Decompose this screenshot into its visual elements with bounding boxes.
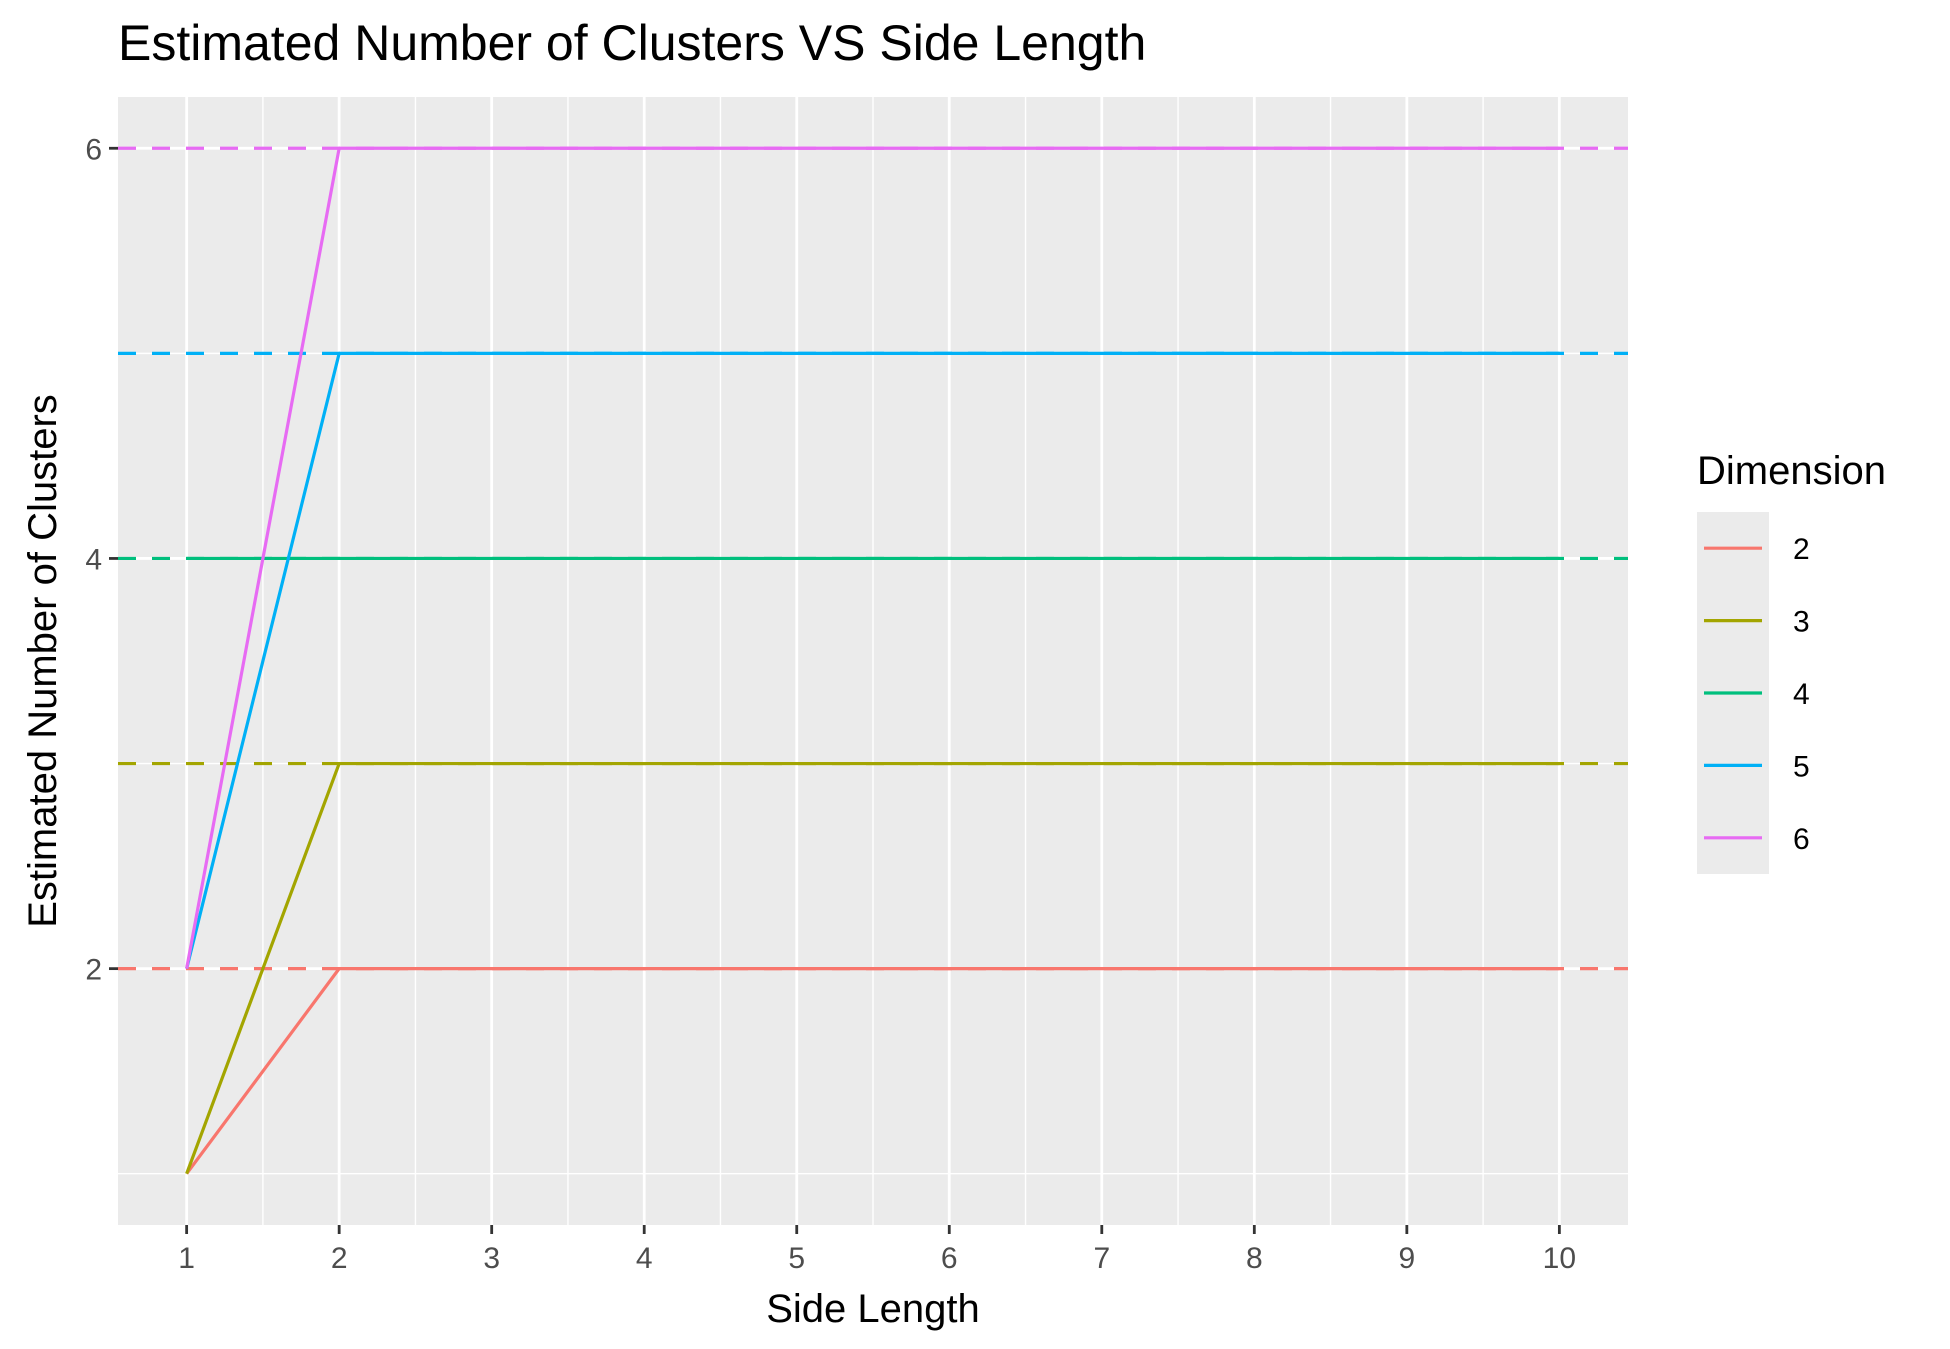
legend-items: 2 3 4 5 6 bbox=[1704, 533, 1810, 856]
x-tick-label: 4 bbox=[636, 1242, 653, 1275]
x-tick-label: 7 bbox=[1093, 1242, 1110, 1275]
y-tick-label: 4 bbox=[85, 543, 102, 576]
y-tick-label: 2 bbox=[85, 954, 102, 987]
x-tick-label: 1 bbox=[178, 1242, 195, 1275]
legend-label-dimension-2: 2 bbox=[1793, 533, 1810, 566]
series-lines bbox=[185, 146, 1560, 1175]
legend-label-dimension-5: 5 bbox=[1793, 750, 1810, 783]
x-tick-label: 5 bbox=[788, 1242, 805, 1275]
legend-label-dimension-6: 6 bbox=[1793, 823, 1810, 856]
x-tick-label: 9 bbox=[1398, 1242, 1415, 1275]
legend: Dimension 2 3 4 5 6 bbox=[1697, 449, 1886, 874]
legend-label-dimension-3: 3 bbox=[1793, 606, 1810, 639]
x-axis-title: Side Length bbox=[766, 1287, 980, 1331]
y-tick-label: 6 bbox=[85, 133, 102, 166]
y-axis-ticks: 2 4 6 bbox=[85, 133, 118, 987]
series-line-dimension-2 bbox=[185, 967, 1560, 1175]
legend-title: Dimension bbox=[1697, 449, 1886, 493]
x-tick-label: 6 bbox=[941, 1242, 958, 1275]
series-line-dimension-5 bbox=[185, 351, 1560, 970]
x-tick-label: 3 bbox=[483, 1242, 500, 1275]
x-tick-label: 10 bbox=[1543, 1242, 1576, 1275]
x-axis-ticks: 1 2 3 4 5 6 7 8 9 10 bbox=[178, 1225, 1576, 1275]
chart-title: Estimated Number of Clusters VS Side Len… bbox=[118, 15, 1146, 71]
x-tick-label: 8 bbox=[1246, 1242, 1263, 1275]
x-tick-label: 2 bbox=[331, 1242, 348, 1275]
series-line-dimension-6 bbox=[185, 146, 1560, 969]
y-axis-title: Estimated Number of Clusters bbox=[21, 394, 65, 928]
legend-label-dimension-4: 4 bbox=[1793, 678, 1810, 711]
series-line-dimension-3 bbox=[185, 761, 1560, 1175]
